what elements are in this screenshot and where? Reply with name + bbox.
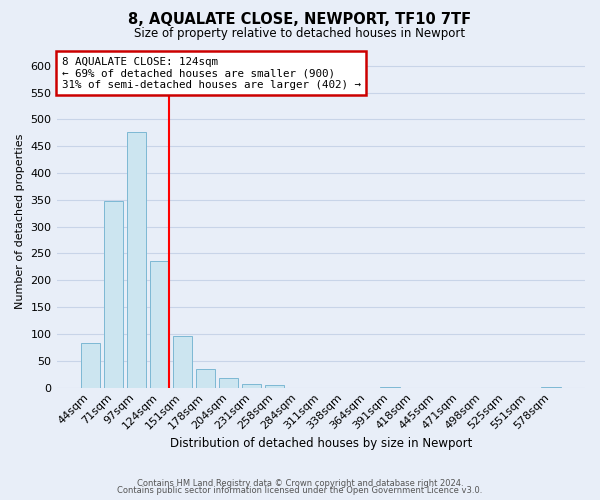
Text: Size of property relative to detached houses in Newport: Size of property relative to detached ho… (134, 28, 466, 40)
Text: Contains public sector information licensed under the Open Government Licence v3: Contains public sector information licen… (118, 486, 482, 495)
Bar (127, 132, 146, 388)
Bar (265, 386, 284, 388)
X-axis label: Distribution of detached houses by size in Newport: Distribution of detached houses by size … (170, 437, 472, 450)
Text: 8, AQUALATE CLOSE, NEWPORT, TF10 7TF: 8, AQUALATE CLOSE, NEWPORT, TF10 7TF (128, 12, 472, 28)
Bar (80, 343, 100, 388)
Text: Contains HM Land Registry data © Crown copyright and database right 2024.: Contains HM Land Registry data © Crown c… (137, 478, 463, 488)
Bar (173, 336, 193, 388)
Y-axis label: Number of detached properties: Number of detached properties (15, 134, 25, 309)
Bar (196, 369, 215, 388)
Bar (104, 201, 123, 388)
Bar (242, 384, 262, 388)
Text: 8 AQUALATE CLOSE: 124sqm
← 69% of detached houses are smaller (900)
31% of semi-: 8 AQUALATE CLOSE: 124sqm ← 69% of detach… (62, 56, 361, 90)
Bar (219, 378, 238, 388)
Bar (149, 261, 169, 388)
Bar (541, 386, 561, 388)
Bar (380, 386, 400, 388)
